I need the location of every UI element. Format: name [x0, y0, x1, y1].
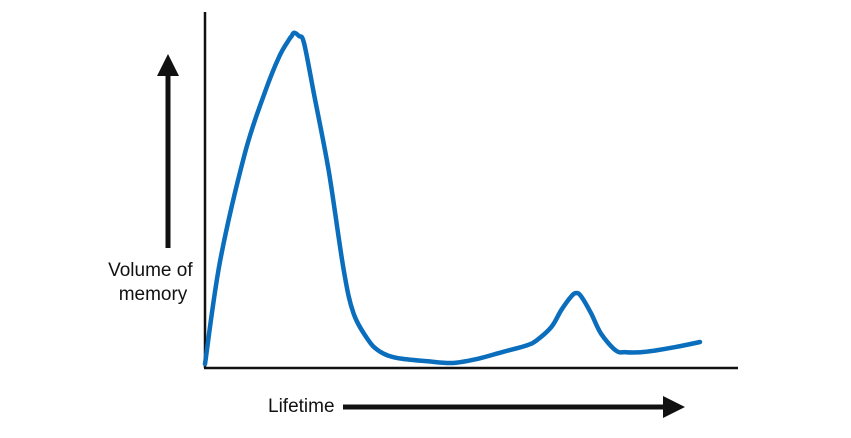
x-direction-arrow-head	[663, 396, 685, 418]
series-layer	[202, 30, 703, 367]
y-axis-label-line-1: Volume of	[108, 260, 193, 281]
y-direction-arrow-head	[157, 54, 179, 76]
series-line-0	[202, 30, 703, 367]
y-axis-label-line-2: memory	[119, 284, 188, 305]
x-axis-label: Lifetime	[268, 396, 335, 417]
y-axis-label: Volume of memory	[108, 260, 198, 305]
